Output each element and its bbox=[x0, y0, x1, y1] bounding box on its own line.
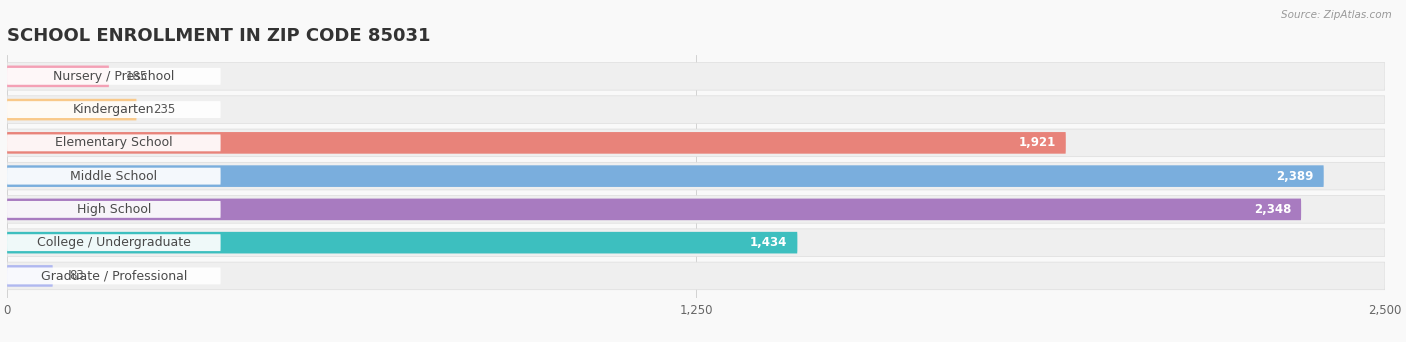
Text: Nursery / Preschool: Nursery / Preschool bbox=[53, 70, 174, 83]
FancyBboxPatch shape bbox=[7, 101, 221, 118]
Text: 235: 235 bbox=[153, 103, 176, 116]
FancyBboxPatch shape bbox=[7, 168, 221, 185]
FancyBboxPatch shape bbox=[7, 201, 221, 218]
FancyBboxPatch shape bbox=[7, 265, 53, 287]
Text: 1,434: 1,434 bbox=[749, 236, 787, 249]
FancyBboxPatch shape bbox=[7, 63, 1385, 90]
FancyBboxPatch shape bbox=[7, 165, 1323, 187]
FancyBboxPatch shape bbox=[7, 129, 1385, 157]
FancyBboxPatch shape bbox=[7, 262, 1385, 290]
FancyBboxPatch shape bbox=[7, 66, 110, 87]
Text: 83: 83 bbox=[69, 269, 84, 282]
Text: 2,348: 2,348 bbox=[1254, 203, 1291, 216]
FancyBboxPatch shape bbox=[7, 68, 221, 85]
FancyBboxPatch shape bbox=[7, 132, 1066, 154]
Text: Graduate / Professional: Graduate / Professional bbox=[41, 269, 187, 282]
FancyBboxPatch shape bbox=[7, 196, 1385, 223]
FancyBboxPatch shape bbox=[7, 134, 221, 151]
FancyBboxPatch shape bbox=[7, 199, 1301, 220]
Text: 2,389: 2,389 bbox=[1277, 170, 1313, 183]
FancyBboxPatch shape bbox=[7, 162, 1385, 190]
Text: Elementary School: Elementary School bbox=[55, 136, 173, 149]
FancyBboxPatch shape bbox=[7, 234, 221, 251]
Text: SCHOOL ENROLLMENT IN ZIP CODE 85031: SCHOOL ENROLLMENT IN ZIP CODE 85031 bbox=[7, 27, 430, 45]
Text: 1,921: 1,921 bbox=[1018, 136, 1056, 149]
FancyBboxPatch shape bbox=[7, 232, 797, 253]
FancyBboxPatch shape bbox=[7, 229, 1385, 256]
Text: 185: 185 bbox=[125, 70, 148, 83]
FancyBboxPatch shape bbox=[7, 267, 221, 284]
FancyBboxPatch shape bbox=[7, 96, 1385, 123]
FancyBboxPatch shape bbox=[7, 99, 136, 120]
Text: Source: ZipAtlas.com: Source: ZipAtlas.com bbox=[1281, 10, 1392, 20]
Text: Kindergarten: Kindergarten bbox=[73, 103, 155, 116]
Text: College / Undergraduate: College / Undergraduate bbox=[37, 236, 191, 249]
Text: High School: High School bbox=[77, 203, 150, 216]
Text: Middle School: Middle School bbox=[70, 170, 157, 183]
